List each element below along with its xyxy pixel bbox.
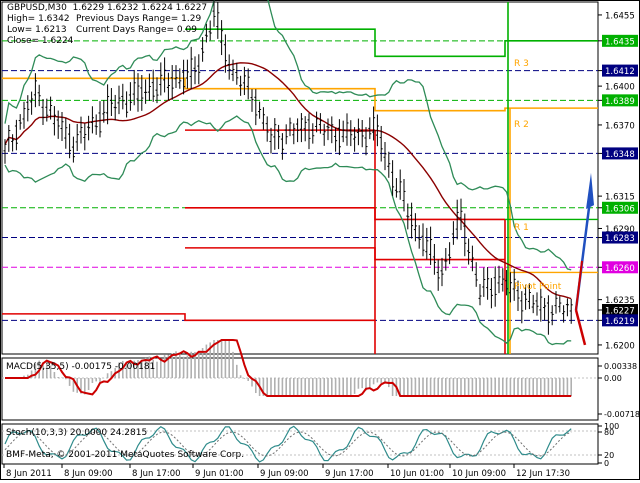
stoch-tick-label: 20	[604, 451, 614, 460]
price-tick-label: 1.6260	[605, 264, 635, 274]
time-tick-label: 10 Jun 09:00	[452, 469, 506, 479]
price-tick-label: 1.6200	[605, 341, 635, 351]
price-axis: 1.6455 1.6435 1.6412 1.6400 1.6389 1.6370 1.63…	[598, 11, 638, 351]
previous-range: Previous Days Range= 1.29	[76, 14, 202, 24]
stochastic-pane[interactable]: Stoch(10,3,3) 20.0000 24.2815 BMF-Meta, …	[1, 422, 619, 468]
bollinger-lower	[4, 115, 572, 346]
stoch-tick-label: 0	[604, 459, 609, 468]
bollinger-bands	[4, 0, 572, 346]
stoch-main-line	[4, 425, 572, 463]
price-highlight-box	[602, 34, 638, 47]
pivot-step-line	[2, 313, 375, 322]
macd-signal-path	[5, 339, 572, 397]
price-tick-label: 1.6283	[605, 234, 635, 244]
price-highlight-box	[602, 261, 638, 274]
price-tick-label: 1.6412	[605, 67, 635, 77]
pivot-label-r2: R 2	[514, 120, 529, 130]
price-bars	[3, 0, 573, 335]
time-tick-label: 10 Jun 01:00	[390, 469, 444, 479]
price-tick-label: 1.6306	[605, 204, 635, 214]
stochastic-lines	[4, 425, 572, 463]
symbol-line: GBPUSD,M30 1.6229 1.6232 1.6224 1.6227	[7, 3, 208, 13]
arrow-down	[574, 309, 587, 346]
macd-signal-line	[5, 339, 572, 397]
price-tick-label: 1.6455	[605, 11, 635, 21]
price-highlight-box	[602, 314, 638, 327]
time-tick-label: 8 Jun 2011	[6, 469, 52, 479]
price-tick-label: 1.6315	[605, 193, 635, 203]
pivot-label-pp: Pivot Point	[514, 282, 562, 292]
pivot-step-line	[185, 28, 598, 58]
pivot-label-r3: R 3	[514, 59, 529, 69]
macd-title: MACD(5,35,5) -0.00175 -0.00181	[6, 362, 155, 372]
price-highlight-box	[602, 304, 638, 316]
macd-axis: 0.00338 0.00 -0.00718	[598, 362, 640, 419]
price-highlight-box	[602, 201, 638, 214]
pivot-labels: R 3 R 2 R 1 Pivot Point	[514, 59, 562, 292]
arrow-mid	[575, 260, 583, 311]
macd-tick-label: 0.00	[604, 374, 622, 383]
price-tick-label: 1.6235	[605, 296, 635, 306]
high-value: High= 1.6342	[7, 14, 70, 24]
copyright-text: BMF-Meta, © 2001-2011 MetaQuotes Softwar…	[6, 450, 244, 460]
pivot-step-line	[2, 77, 598, 112]
price-tick-label: 1.6227	[605, 307, 635, 317]
macd-pane[interactable]: MACD(5,35,5) -0.00175 -0.00181 0.003380.…	[1, 339, 640, 421]
price-tick-label: 1.6219	[605, 317, 635, 327]
main-pane-frame	[1, 1, 599, 355]
pivot-label-r1: R 1	[514, 223, 529, 233]
price-tick-label: 1.6370	[605, 121, 635, 131]
price-tick-label: 1.6400	[605, 83, 635, 93]
macd-tick-label: 0.00338	[604, 362, 637, 371]
time-tick-label: 9 Jun 17:00	[325, 469, 374, 479]
macd-tick-label: -0.00718	[604, 410, 640, 419]
stoch-tick-label: 80	[604, 428, 614, 437]
time-axis: 8 Jun 2011 8 Jun 09:00 8 Jun 17:00 9 Jun 01…	[3, 464, 570, 479]
time-tick-label: 8 Jun 17:00	[132, 469, 181, 479]
current-range: Current Days Range= 0.09	[76, 25, 197, 35]
macd-histogram	[23, 340, 573, 396]
price-highlight-box	[602, 94, 638, 107]
stoch-tick-label: 100	[604, 422, 619, 431]
time-tick-label: 9 Jun 09:00	[260, 469, 309, 479]
close-value: Close= 1.6224	[7, 36, 74, 46]
main-price-pane[interactable]: R 3 R 2 R 1 Pivot Point 1.64551.64351.64…	[1, 0, 638, 355]
price-highlight-box	[602, 231, 638, 244]
low-value: Low= 1.6213	[7, 25, 67, 35]
time-tick-label: 12 Jun 17:30	[516, 469, 570, 479]
time-tick-label: 8 Jun 09:00	[64, 469, 113, 479]
moving-average-line	[4, 62, 572, 300]
stoch-title: Stoch(10,3,3) 20.0000 24.2815	[6, 428, 147, 438]
price-tick-label: 1.6290	[605, 225, 635, 235]
bollinger-upper	[4, 0, 572, 271]
time-tick-label: 9 Jun 01:00	[195, 469, 244, 479]
price-highlight-box	[602, 64, 638, 77]
moving-average	[4, 62, 572, 300]
stoch-signal-line	[4, 431, 572, 457]
arrow-up-head	[586, 172, 594, 210]
projection-arrows	[574, 172, 594, 346]
price-tick-label: 1.6348	[605, 150, 635, 160]
price-tick-label: 1.6435	[605, 37, 635, 47]
price-tick-label: 1.6389	[605, 97, 635, 107]
price-highlight-box	[602, 147, 638, 160]
